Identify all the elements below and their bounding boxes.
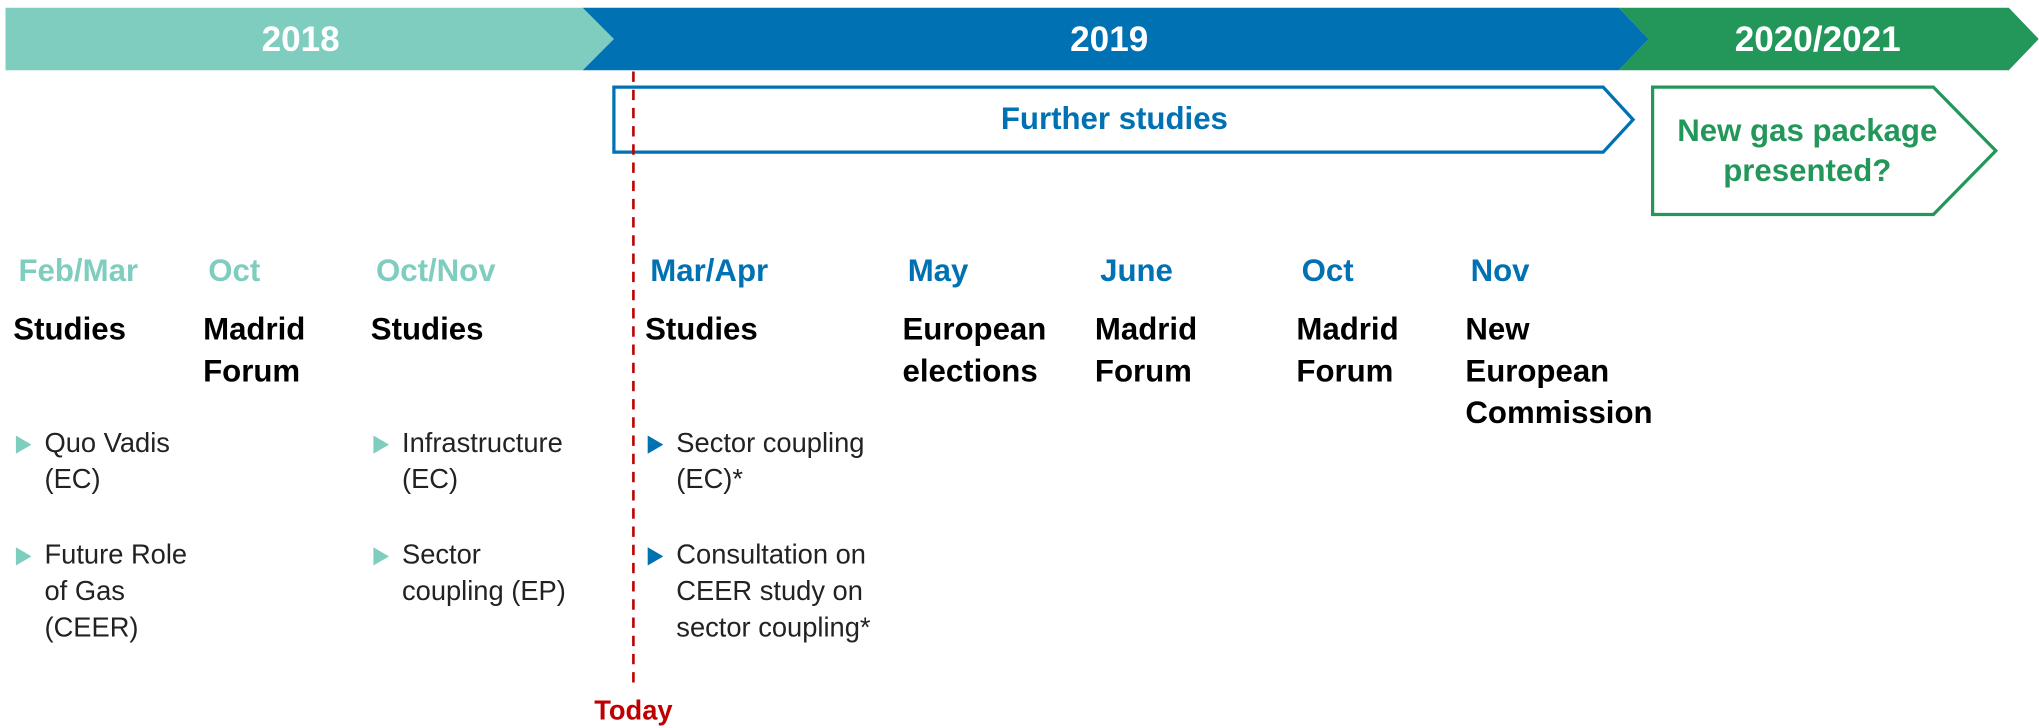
phase-arrow: [1618, 7, 2039, 71]
event-title: New: [1465, 312, 1530, 347]
event-date: Oct/Nov: [376, 253, 496, 288]
event-item: (EC)*: [676, 463, 743, 494]
event-date: Oct: [1302, 253, 1354, 288]
event-title: Forum: [1296, 353, 1393, 388]
event-title: Forum: [1095, 353, 1192, 388]
bullet: [373, 547, 389, 566]
band-label: New gas package: [1677, 113, 1937, 148]
event-date: Nov: [1471, 253, 1531, 288]
event-date: June: [1100, 253, 1173, 288]
bullet: [373, 435, 389, 454]
event-item: Sector coupling: [676, 427, 864, 458]
event-title: European: [1465, 353, 1609, 388]
event-title: Studies: [371, 312, 484, 347]
event-item: sector coupling*: [676, 611, 871, 642]
event-item: Quo Vadis: [45, 427, 170, 458]
band-label: presented?: [1723, 153, 1891, 188]
bullet: [15, 547, 32, 566]
bullet: [647, 435, 664, 454]
event-title: Madrid: [1296, 312, 1398, 347]
band-label: Further studies: [1001, 101, 1228, 136]
event-item: coupling (EP): [402, 575, 566, 606]
event-title: elections: [903, 353, 1038, 388]
event-item: Future Role: [45, 539, 188, 570]
event-title: Madrid: [1095, 312, 1197, 347]
event-date: May: [908, 253, 969, 288]
bullet: [647, 547, 664, 566]
event-title: Studies: [13, 312, 126, 347]
event-date: Feb/Mar: [18, 253, 138, 288]
event-date: Oct: [208, 253, 260, 288]
event-item: (EC): [45, 463, 101, 494]
event-title: Commission: [1465, 395, 1652, 430]
event-title: Studies: [645, 312, 758, 347]
event-title: Forum: [203, 353, 300, 388]
phase-arrow: [582, 7, 1649, 71]
phase-label: 2019: [1070, 20, 1148, 59]
event-title: European: [903, 312, 1047, 347]
phase-label: 2018: [262, 20, 340, 59]
phase-arrow: [5, 7, 614, 71]
phase-label: 2020/2021: [1735, 20, 1901, 59]
event-item: Consultation on: [676, 539, 866, 570]
bullet: [15, 435, 32, 454]
band-arrow: [1650, 85, 1999, 217]
event-item: (CEER): [45, 611, 139, 642]
event-date: Mar/Apr: [650, 253, 768, 288]
event-item: of Gas: [45, 575, 125, 606]
event-title: Madrid: [203, 312, 305, 347]
event-item: Infrastructure: [402, 427, 563, 458]
event-item: CEER study on: [676, 575, 863, 606]
event-item: (EC): [402, 463, 458, 494]
today-label: Today: [594, 695, 673, 726]
event-item: Sector: [402, 539, 481, 570]
band-arrow: [612, 85, 1636, 154]
